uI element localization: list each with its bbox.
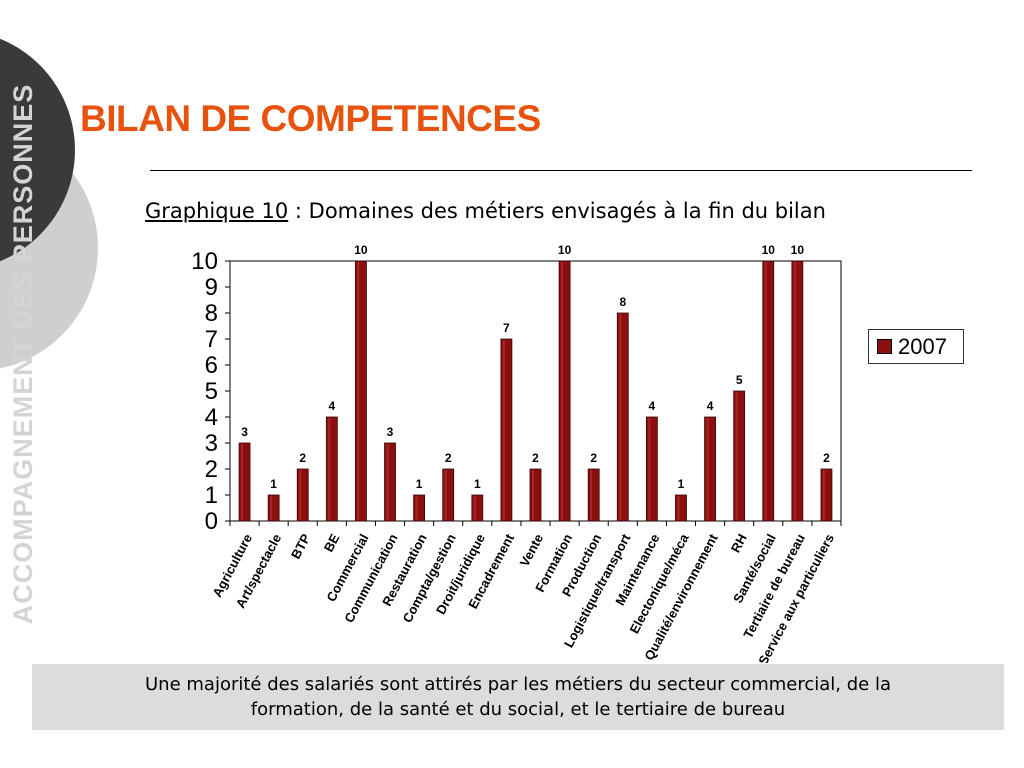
y-tick-label: 7: [205, 326, 218, 353]
bar: [355, 260, 367, 522]
bar: [267, 494, 280, 522]
data-label: 4: [328, 399, 335, 413]
data-label: 2: [823, 451, 830, 465]
bar: [296, 468, 309, 522]
category-label: BTP: [288, 531, 314, 561]
data-label: 4: [707, 399, 714, 413]
bar-highlight: [735, 392, 738, 520]
data-label: 2: [532, 451, 539, 465]
bar-highlight: [241, 444, 244, 520]
y-tick-label: 6: [205, 352, 218, 379]
data-label: 4: [649, 399, 656, 413]
y-tick-label: 5: [205, 378, 218, 405]
summary-line-2: formation, de la santé et du social, et …: [250, 699, 786, 720]
data-label: 2: [299, 451, 306, 465]
data-label: 10: [354, 243, 368, 257]
bar: [238, 442, 251, 522]
category-label: RH: [728, 531, 750, 555]
data-label: 10: [762, 243, 776, 257]
data-label: 2: [445, 451, 452, 465]
bar-highlight: [328, 418, 331, 520]
y-tick-label: 8: [205, 300, 218, 327]
bar: [529, 468, 542, 522]
category-label: Vente: [517, 531, 547, 569]
y-tick-label: 4: [205, 404, 218, 431]
bar-highlight: [648, 418, 651, 520]
bar: [413, 494, 426, 522]
bar-highlight: [444, 470, 447, 520]
bar-highlight: [764, 262, 767, 520]
bar: [587, 468, 600, 522]
y-tick-label: 9: [205, 274, 218, 301]
bar-highlight: [561, 262, 564, 520]
bar: [616, 312, 629, 522]
bar: [791, 260, 804, 522]
bar: [645, 416, 658, 522]
bar-highlight: [822, 470, 825, 520]
data-label: 3: [241, 425, 248, 439]
bar: [675, 494, 687, 522]
data-label: 10: [558, 243, 572, 257]
data-label: 2: [590, 451, 597, 465]
legend-label: 2007: [898, 333, 947, 359]
bar: [442, 468, 455, 522]
bar: [325, 416, 338, 522]
bar-highlight: [677, 496, 680, 520]
bar-highlight: [473, 496, 476, 520]
bar: [762, 260, 775, 522]
bar: [500, 338, 513, 522]
y-tick-label: 1: [205, 482, 218, 509]
bar: [471, 494, 484, 522]
data-label: 7: [503, 321, 510, 335]
bar: [384, 442, 396, 522]
data-label: 8: [619, 295, 626, 309]
chart-caption-rest: : Domaines des métiers envisagés à la fi…: [288, 199, 826, 223]
bar: [820, 468, 833, 522]
bar-highlight: [415, 496, 418, 520]
data-label: 3: [387, 425, 394, 439]
y-tick-label: 10: [191, 248, 218, 275]
chart-legend: 2007: [868, 329, 964, 364]
category-label: BE: [321, 531, 343, 554]
bar-highlight: [706, 418, 709, 520]
bar-highlight: [386, 444, 389, 520]
bar: [704, 416, 716, 522]
bar-highlight: [590, 470, 593, 520]
title-divider: [150, 170, 972, 171]
legend-swatch: [877, 339, 892, 354]
bar-highlight: [619, 314, 622, 520]
summary-line-1: Une majorité des salariés sont attirés p…: [145, 674, 891, 695]
side-decoration: [0, 38, 98, 369]
data-label: 5: [736, 373, 743, 387]
summary-box: Une majorité des salariés sont attirés p…: [32, 664, 1004, 730]
data-label: 1: [416, 477, 423, 491]
chart-caption: Graphique 10 : Domaines des métiers envi…: [145, 199, 826, 223]
bar-highlight: [357, 262, 360, 520]
bar: [558, 260, 571, 522]
data-label: 1: [474, 477, 481, 491]
data-label: 1: [270, 477, 277, 491]
bar-highlight: [270, 496, 273, 520]
bar-highlight: [299, 470, 302, 520]
y-tick-label: 2: [205, 456, 218, 483]
slide-title: BILAN DE COMPETENCES: [80, 98, 541, 139]
y-tick-label: 3: [205, 430, 218, 457]
bar-highlight: [502, 340, 505, 520]
y-tick-label: 0: [205, 508, 218, 535]
bar-highlight: [793, 262, 796, 520]
bar: [733, 390, 746, 522]
side-circle-dark: [0, 38, 75, 262]
chart-caption-prefix: Graphique 10: [145, 199, 289, 223]
data-label: 1: [678, 477, 685, 491]
data-label: 10: [791, 243, 805, 257]
bar-highlight: [532, 470, 534, 520]
